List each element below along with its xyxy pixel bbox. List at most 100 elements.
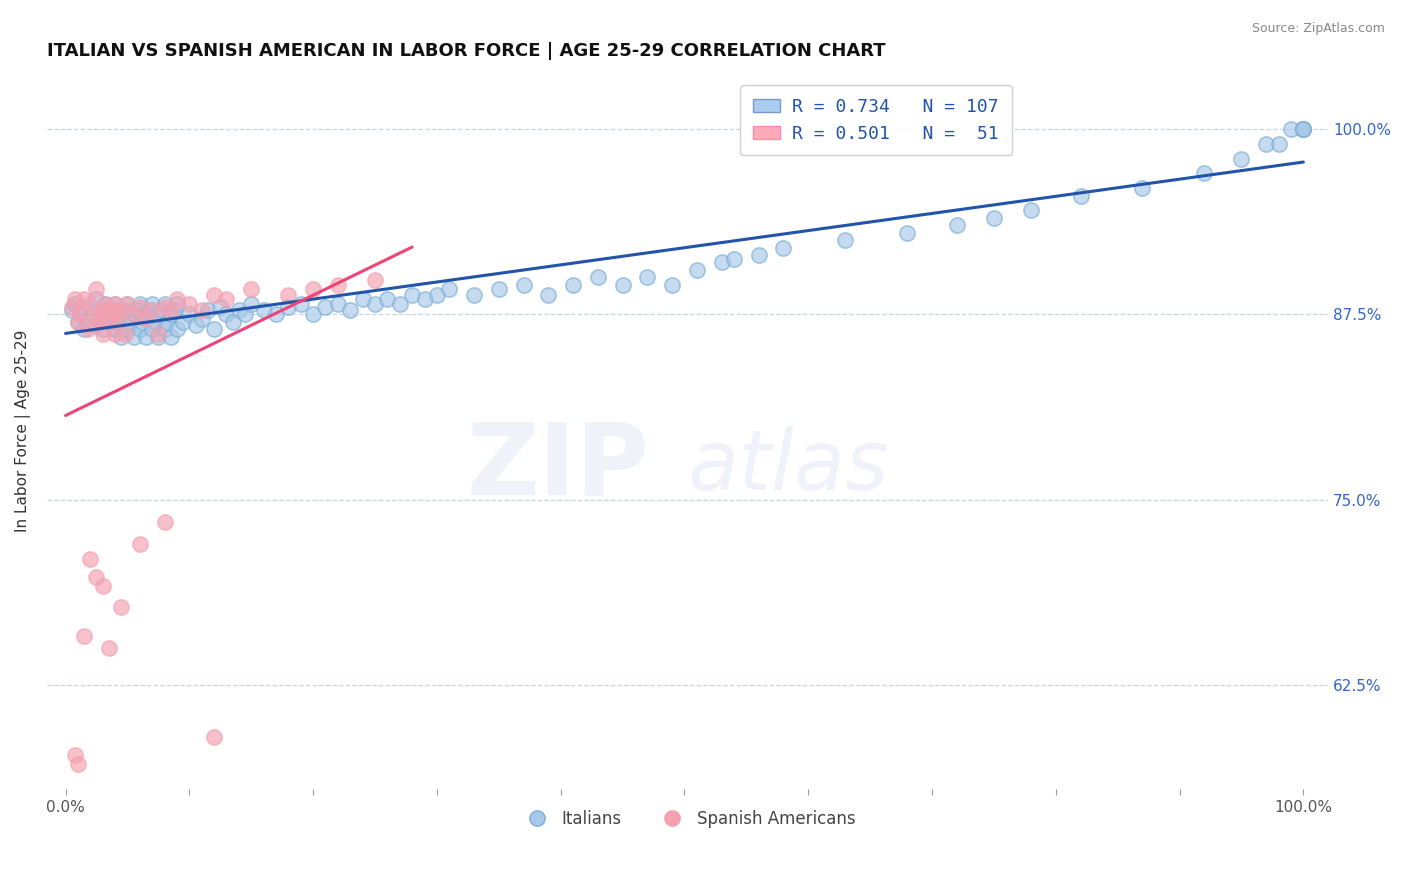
- Point: [1292, 121, 1315, 136]
- Point: [60, 300, 83, 314]
- Point: [128, 297, 150, 311]
- Point: [413, 293, 436, 307]
- Point: [586, 270, 609, 285]
- Point: [240, 282, 263, 296]
- Point: [86, 318, 108, 332]
- Point: [326, 297, 349, 311]
- Point: [197, 302, 219, 317]
- Point: [94, 297, 117, 311]
- Point: [364, 273, 387, 287]
- Point: [97, 315, 120, 329]
- Point: [89, 311, 111, 326]
- Point: [439, 282, 461, 296]
- Point: [153, 515, 176, 529]
- Point: [86, 318, 108, 332]
- Point: [612, 277, 634, 292]
- Point: [834, 233, 856, 247]
- Point: [512, 277, 534, 292]
- Point: [156, 315, 179, 329]
- Point: [1070, 188, 1092, 202]
- Point: [215, 293, 238, 307]
- Point: [86, 570, 108, 584]
- Point: [117, 297, 139, 311]
- Text: ZIP: ZIP: [467, 418, 650, 516]
- Point: [326, 277, 349, 292]
- Point: [97, 315, 120, 329]
- Point: [141, 297, 163, 311]
- Point: [114, 326, 136, 341]
- Point: [163, 302, 186, 317]
- Point: [117, 297, 139, 311]
- Point: [66, 315, 89, 329]
- Point: [388, 297, 411, 311]
- Point: [179, 297, 201, 311]
- Point: [159, 302, 181, 317]
- Point: [97, 307, 120, 321]
- Point: [128, 537, 150, 551]
- Point: [339, 302, 361, 317]
- Point: [143, 315, 166, 329]
- Legend: Italians, Spanish Americans: Italians, Spanish Americans: [513, 804, 862, 835]
- Point: [172, 315, 194, 329]
- Point: [537, 288, 560, 302]
- Point: [117, 322, 139, 336]
- Point: [352, 293, 374, 307]
- Point: [202, 288, 225, 302]
- Point: [122, 329, 145, 343]
- Point: [710, 255, 733, 269]
- Point: [110, 307, 132, 321]
- Point: [141, 302, 163, 317]
- Point: [107, 315, 129, 329]
- Point: [488, 282, 510, 296]
- Point: [1230, 152, 1253, 166]
- Point: [290, 297, 312, 311]
- Point: [1292, 121, 1315, 136]
- Point: [686, 262, 709, 277]
- Point: [1267, 136, 1289, 151]
- Point: [166, 293, 188, 307]
- Point: [135, 329, 157, 343]
- Point: [153, 297, 176, 311]
- Point: [946, 219, 969, 233]
- Point: [748, 248, 770, 262]
- Point: [150, 302, 173, 317]
- Point: [159, 329, 181, 343]
- Point: [76, 322, 98, 336]
- Point: [86, 282, 108, 296]
- Point: [66, 756, 89, 771]
- Point: [277, 300, 299, 314]
- Point: [86, 293, 108, 307]
- Point: [101, 307, 124, 321]
- Point: [138, 302, 160, 317]
- Point: [264, 307, 287, 321]
- Point: [65, 293, 87, 307]
- Point: [91, 322, 114, 336]
- Point: [302, 282, 325, 296]
- Point: [79, 300, 101, 314]
- Point: [82, 307, 104, 321]
- Point: [1194, 166, 1216, 180]
- Point: [91, 326, 114, 341]
- Point: [153, 322, 176, 336]
- Point: [60, 302, 83, 317]
- Point: [65, 297, 87, 311]
- Point: [209, 300, 232, 314]
- Point: [1292, 121, 1315, 136]
- Point: [314, 300, 336, 314]
- Point: [128, 300, 150, 314]
- Point: [401, 288, 423, 302]
- Point: [79, 297, 101, 311]
- Point: [772, 241, 794, 255]
- Point: [122, 307, 145, 321]
- Point: [233, 307, 256, 321]
- Point: [66, 315, 89, 329]
- Point: [426, 288, 449, 302]
- Point: [202, 322, 225, 336]
- Point: [190, 302, 212, 317]
- Text: Source: ZipAtlas.com: Source: ZipAtlas.com: [1251, 22, 1385, 36]
- Text: atlas: atlas: [688, 426, 889, 508]
- Point: [1292, 121, 1315, 136]
- Point: [141, 322, 163, 336]
- Point: [104, 297, 127, 311]
- Point: [69, 307, 91, 321]
